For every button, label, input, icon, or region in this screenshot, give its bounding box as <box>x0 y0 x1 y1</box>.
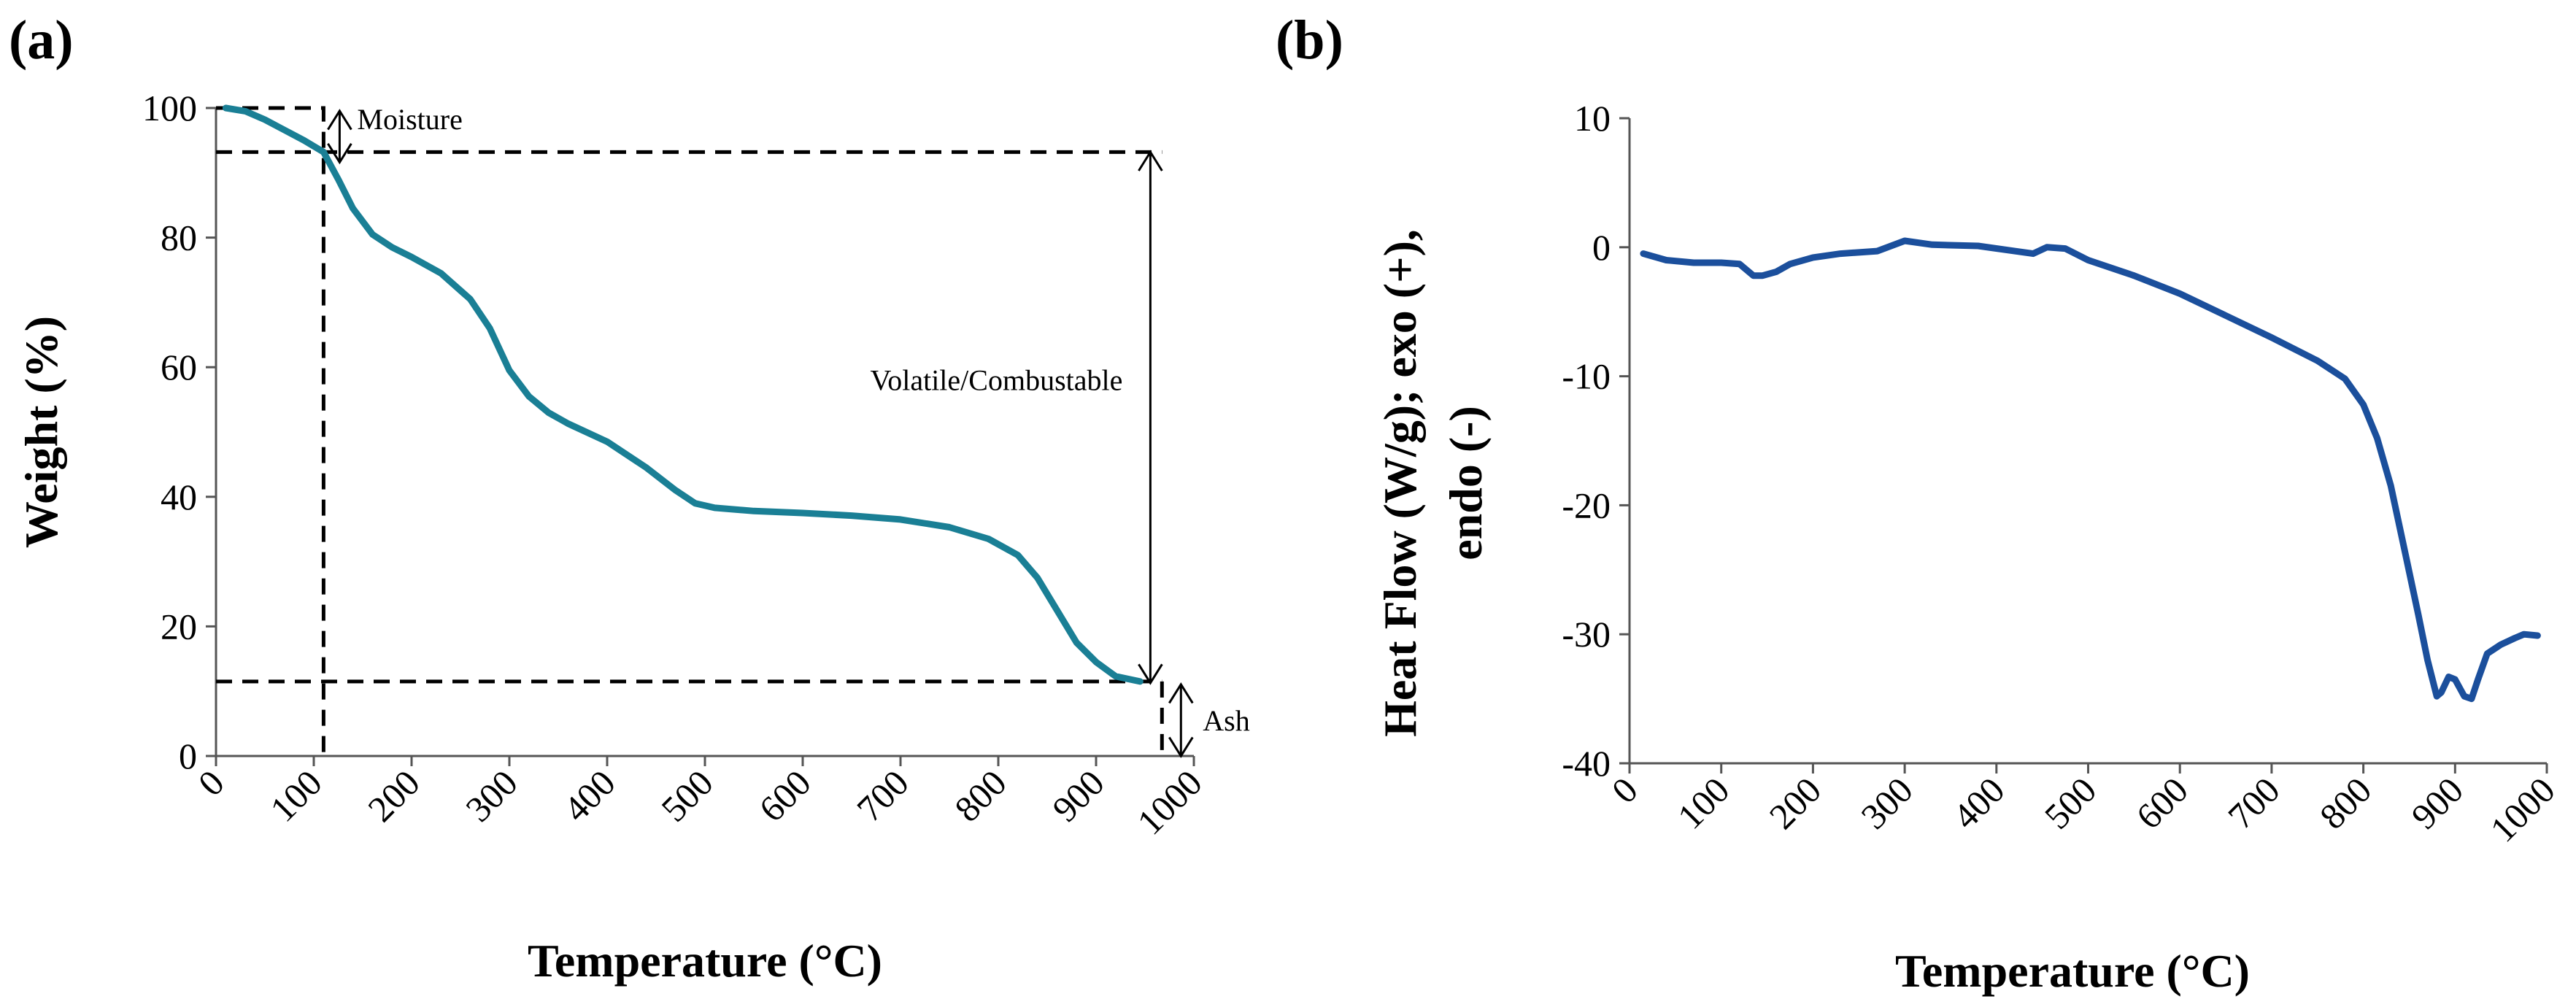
moisture-guide-line <box>216 106 325 756</box>
panel-b-y-tick-label: 0 <box>1592 227 1611 268</box>
panel-a-x-tick-label: 400 <box>555 762 623 830</box>
panel-a-y-tick-label: 100 <box>142 88 197 128</box>
panel-b-x-tick-label: 400 <box>1945 769 2013 837</box>
panel-a-x-tick-label: 1000 <box>1129 762 1209 842</box>
panel-b-x-tick-label: 1000 <box>2482 769 2562 849</box>
panel-b-y-tick-label: -10 <box>1562 356 1611 397</box>
panel-a-x-ticks: 0 100 200 300 400 500 600 700 800 900 1000 <box>190 756 1210 842</box>
ash-arrow <box>1168 682 1194 758</box>
panel-b-x-tick-label: 700 <box>2220 769 2288 837</box>
panel-b-x-axis-title: Temperature (°C) <box>1895 945 2250 997</box>
panel-b-label: (b) <box>1276 9 1343 71</box>
panel-a-y-tick-label: 40 <box>161 477 197 517</box>
panel-b-x-tick-label: 200 <box>1762 769 1829 837</box>
panel-b-dsc-line <box>1640 237 2541 703</box>
panel-a-annotations: Moisture Volatile/Combustable Ash <box>327 103 1250 758</box>
panel-b-x-tick-label: 0 <box>1604 769 1646 811</box>
panel-b-x-tick-label: 100 <box>1670 769 1738 837</box>
panel-b-y-axis-title-line1: Heat Flow (W/g); exo (+), <box>1374 229 1426 737</box>
panel-a-y-tick-label: 60 <box>161 347 197 387</box>
panel-a-tga-line <box>222 104 1144 685</box>
panel-b-y-tick-label: -20 <box>1562 485 1611 525</box>
panel-b-y-axis-title-line2: endo (-) <box>1440 406 1492 560</box>
volatile-label: Volatile/Combustable <box>870 363 1122 396</box>
volatile-arrow <box>1138 150 1163 685</box>
panel-a-x-tick-label: 300 <box>458 762 525 830</box>
panel-a-x-tick-label: 600 <box>751 762 819 830</box>
panel-a-x-tick-label: 500 <box>653 762 721 830</box>
panel-a-y-tick-label: 0 <box>179 736 197 776</box>
ash-label: Ash <box>1203 704 1249 737</box>
panel-a-y-axis-title: Weight (%) <box>15 316 67 548</box>
panel-b-x-tick-label: 800 <box>2312 769 2380 837</box>
panel-b-y-tick-label: -40 <box>1562 743 1611 784</box>
panel-a-y-tick-label: 20 <box>161 606 197 647</box>
panel-a-y-tick-label: 80 <box>161 217 197 258</box>
panel-b-x-tick-label: 500 <box>2037 769 2105 837</box>
panel-a-x-tick-label: 0 <box>190 762 232 803</box>
panel-a-x-axis-title: Temperature (°C) <box>528 935 882 987</box>
panel-a-x-tick-label: 700 <box>849 762 917 830</box>
panel-b-x-tick-label: 900 <box>2403 769 2471 837</box>
panel-b-x-tick-label: 600 <box>2128 769 2196 837</box>
panel-b-x-tick-label: 300 <box>1853 769 1921 837</box>
panel-a: (a) 0 20 40 60 80 100 0 100 200 300 400 500 600 700 8… <box>9 9 1250 987</box>
panel-b-y-tick-label: 10 <box>1574 98 1611 139</box>
panel-b-x-ticks: 0 100 200 300 400 500 600 700 800 900 1000 <box>1604 763 2563 849</box>
moisture-arrow <box>327 109 352 165</box>
panel-b-y-tick-label: -30 <box>1562 614 1611 655</box>
panel-a-x-tick-label: 900 <box>1044 762 1112 830</box>
panel-b: (b) -40 -30 -20 -10 0 10 0 100 200 300 400 500 600 7… <box>1276 9 2563 997</box>
panel-a-y-ticks: 0 20 40 60 80 100 <box>142 88 216 776</box>
panel-a-label: (a) <box>9 9 74 71</box>
panel-a-x-tick-label: 200 <box>360 762 428 830</box>
panel-a-x-tick-label: 800 <box>946 762 1014 830</box>
panel-b-y-ticks: -40 -30 -20 -10 0 10 <box>1562 98 1630 784</box>
moisture-label: Moisture <box>357 103 462 136</box>
panel-a-x-tick-label: 100 <box>262 762 330 830</box>
panel-a-guide-lines <box>216 106 1164 756</box>
